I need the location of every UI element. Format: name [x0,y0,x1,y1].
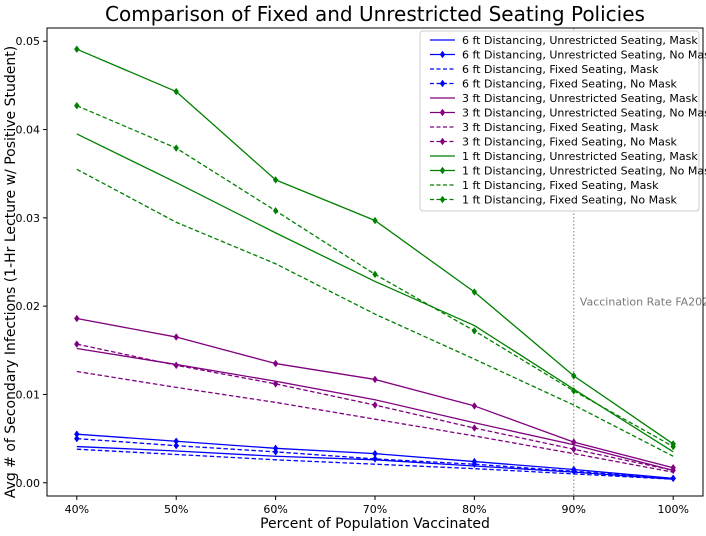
x-tick-label: 50% [164,503,188,516]
series-12-point-5 [471,327,478,335]
legend-marker-6 [439,108,446,117]
series-8-point-6 [571,445,577,454]
x-tick-label: 100% [657,503,688,516]
series-4-point-1 [74,434,80,443]
legend-marker-8 [439,137,446,146]
x-tick-label: 40% [65,503,89,516]
y-axis-label: Avg # of Secondary Infections (1-Hr Lect… [3,46,19,498]
series-4-point-3 [272,448,279,456]
legend-label-2: 6 ft Distancing, Unrestricted Seating, N… [462,49,706,62]
series-10-point-3 [272,176,279,184]
x-tick-label: 70% [363,503,387,516]
chart-title: Comparison of Fixed and Unrestricted Sea… [105,2,645,26]
series-4-point-4 [372,455,378,463]
series-4-point-7 [670,474,676,483]
series-8-point-5 [471,424,478,432]
series-12-point-7 [670,442,676,451]
vaccination-rate-label: Vaccination Rate FA2021 [580,296,706,309]
y-tick-label: 0.04 [16,124,41,137]
series-4-point-5 [471,460,478,469]
legend-label-1: 6 ft Distancing, Unrestricted Seating, M… [462,34,698,47]
legend-label-4: 6 ft Distancing, Fixed Seating, No Mask [462,78,678,91]
series-8-point-4 [372,401,378,409]
legend-marker-12 [439,195,446,204]
series-10-point-2 [173,87,179,96]
legend-label-5: 3 ft Distancing, Unrestricted Seating, M… [462,92,698,105]
legend-label-11: 1 ft Distancing, Fixed Seating, Mask [462,179,659,192]
legend-label-10: 1 ft Distancing, Unrestricted Seating, N… [462,165,706,178]
legend-box [419,30,700,212]
plot-area: Vaccination Rate FA2021 [74,28,706,496]
y-tick-label: 0.01 [16,388,41,401]
legend-marker-10 [439,166,446,175]
x-tick-label: 60% [263,503,287,516]
x-tick-label: 80% [462,503,486,516]
series-4-point-6 [571,467,577,476]
series-6-point-2 [173,333,179,341]
series-8-point-3 [272,380,279,388]
series-10-point-6 [571,372,577,380]
legend-label-6: 3 ft Distancing, Unrestricted Seating, N… [462,107,706,120]
legend-label-12: 1 ft Distancing, Fixed Seating, No Mask [462,194,678,207]
legend-marker-2 [439,50,446,59]
legend: 6 ft Distancing, Unrestricted Seating, M… [419,30,706,212]
series-6-point-1 [74,314,80,323]
legend-label-9: 1 ft Distancing, Unrestricted Seating, M… [462,150,698,163]
series-6-point-4 [372,375,378,384]
series-12-point-2 [173,144,179,152]
legend-label-7: 3 ft Distancing, Fixed Seating, Mask [462,121,659,134]
y-tick-label: 0.03 [16,212,41,225]
series-6-point-5 [471,402,478,410]
y-tick-label: 0.02 [16,300,41,313]
y-tick-label: 0.00 [16,477,41,490]
series-12-point-4 [372,270,378,279]
series-10-point-4 [372,216,378,225]
series-8-point-1 [74,340,80,348]
legend-label-3: 6 ft Distancing, Fixed Seating, Mask [462,63,659,76]
y-tick-label: 0.05 [16,35,41,48]
series-6-point-3 [272,359,279,368]
series-line-11 [76,168,674,457]
legend-marker-4 [439,79,446,88]
x-tick-label: 90% [562,503,586,516]
series-8-point-2 [173,361,179,370]
series-12-point-3 [272,206,279,215]
series-12-point-6 [571,387,577,395]
series-10-point-1 [74,45,80,54]
series-line-7 [76,370,674,473]
series-8-point-7 [670,466,676,475]
series-4-point-2 [173,441,179,450]
series-10-point-5 [471,288,478,296]
x-axis-label: Percent of Population Vaccinated [260,516,490,532]
series-12-point-1 [74,101,80,110]
axes: 40% 50% 60% 70% 80% 90% 100% 0.00 0.01 0.02 0.03 0.… [16,27,704,516]
legend-label-8: 3 ft Distancing, Fixed Seating, No Mask [462,136,678,149]
